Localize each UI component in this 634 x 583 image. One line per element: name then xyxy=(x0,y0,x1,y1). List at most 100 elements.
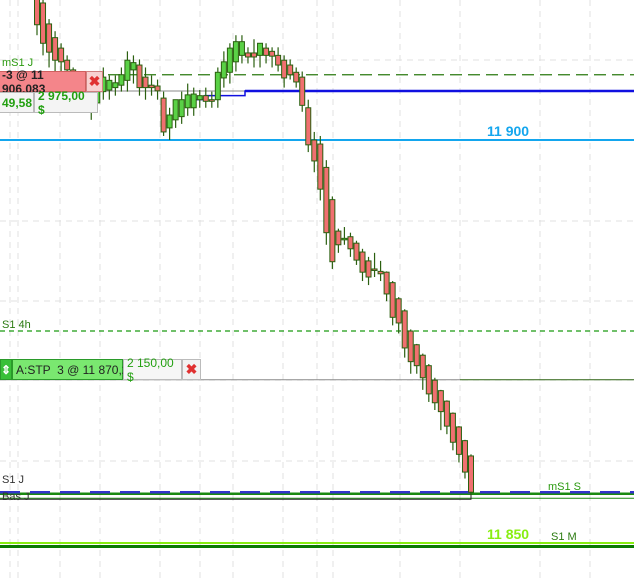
candle xyxy=(178,91,185,124)
candle xyxy=(196,90,203,108)
candle-body xyxy=(371,268,378,271)
candle xyxy=(437,389,444,431)
candle xyxy=(443,400,450,435)
candle-body xyxy=(190,93,197,109)
drag-handle-icon[interactable]: ⇕ xyxy=(0,359,12,380)
candle xyxy=(299,71,306,112)
candle xyxy=(269,47,276,68)
candle xyxy=(46,19,53,68)
candle-body xyxy=(305,107,312,146)
candle-body xyxy=(106,79,113,91)
candle-body xyxy=(299,76,306,106)
candle-body xyxy=(52,37,59,61)
candle xyxy=(401,309,408,358)
close-position-button[interactable]: ✖ xyxy=(86,71,103,92)
candle-body xyxy=(335,230,342,246)
candle xyxy=(263,43,270,64)
candle-body xyxy=(142,76,149,89)
candle-body xyxy=(407,330,414,363)
candle-body xyxy=(166,114,173,129)
candle-body xyxy=(178,99,185,118)
level-label-ms1-s: mS1 S xyxy=(548,481,582,493)
candle xyxy=(449,412,456,451)
candle-body xyxy=(160,97,167,133)
candle xyxy=(202,87,209,108)
candle-body xyxy=(269,50,276,57)
candle-body xyxy=(226,47,233,73)
candle-body xyxy=(323,166,330,234)
candle xyxy=(419,353,426,390)
candle xyxy=(275,47,282,72)
candles xyxy=(34,0,474,495)
candle-body xyxy=(64,59,71,71)
candle xyxy=(154,79,161,100)
short-position-label[interactable]: -3 @ 11 906,083 ✖ xyxy=(0,68,103,96)
candle xyxy=(34,0,40,36)
candle xyxy=(413,343,420,374)
stop-order-label[interactable]: ⇕ A:STP 3 @ 11 870,25 2 150,00 $ ✖ xyxy=(0,356,201,384)
candle-body xyxy=(130,62,137,71)
cancel-order-button[interactable]: ✖ xyxy=(182,359,201,380)
candle-body xyxy=(220,61,227,79)
candle xyxy=(257,42,264,68)
candle-body xyxy=(389,282,396,318)
candle-body xyxy=(449,412,456,443)
candle-body xyxy=(184,94,191,109)
candle xyxy=(40,0,47,56)
candle-body xyxy=(275,54,282,66)
candle-body xyxy=(401,310,408,349)
candle xyxy=(383,271,390,302)
candle xyxy=(244,47,251,64)
candle-body xyxy=(148,84,155,89)
candle xyxy=(335,228,342,253)
candle xyxy=(118,67,125,92)
candle-body xyxy=(413,344,420,367)
candle-body xyxy=(112,82,119,89)
candle xyxy=(287,59,294,80)
candle xyxy=(148,75,155,96)
candle xyxy=(142,67,149,100)
price-label-11900: 11 900 xyxy=(487,123,530,139)
candle xyxy=(329,196,336,269)
candle xyxy=(317,135,324,201)
pnl-value: 2 975,00 $ xyxy=(34,89,98,117)
candle xyxy=(58,43,65,76)
candle xyxy=(455,426,462,463)
candle-body xyxy=(263,47,270,56)
candle-body xyxy=(317,143,324,190)
candle-body xyxy=(365,260,372,278)
candle-body xyxy=(395,298,402,324)
candle-body xyxy=(341,237,348,241)
candle xyxy=(160,91,167,136)
candle-body xyxy=(287,64,294,76)
level-label-ms1-j: mS1 J xyxy=(2,57,34,69)
candle-body xyxy=(437,390,444,413)
level-label-s1-m: S1 M xyxy=(551,531,577,543)
candle xyxy=(371,252,378,278)
candle-body xyxy=(425,365,432,395)
candle-body xyxy=(208,99,215,102)
candle xyxy=(281,55,288,88)
candle xyxy=(311,131,318,173)
candle xyxy=(347,232,354,257)
candle-body xyxy=(251,52,257,58)
candle-body xyxy=(257,42,264,56)
stop-order-value: 2 150,00 $ xyxy=(123,356,182,384)
candle-body xyxy=(353,242,360,261)
candle xyxy=(238,35,245,64)
candle-body xyxy=(202,95,209,102)
candle-body xyxy=(124,59,131,81)
pnl-points: 49,58 xyxy=(0,92,34,113)
candle-body xyxy=(431,379,438,404)
candle-body xyxy=(232,41,239,63)
candle xyxy=(341,227,348,245)
candle xyxy=(461,439,468,479)
candle xyxy=(293,67,300,88)
candle xyxy=(251,39,257,68)
candle-body xyxy=(293,71,300,83)
candle-body xyxy=(40,2,47,44)
candle-body xyxy=(461,440,468,473)
candle-body xyxy=(244,52,251,58)
stop-order-text[interactable]: A:STP 3 @ 11 870,25 xyxy=(12,359,135,380)
